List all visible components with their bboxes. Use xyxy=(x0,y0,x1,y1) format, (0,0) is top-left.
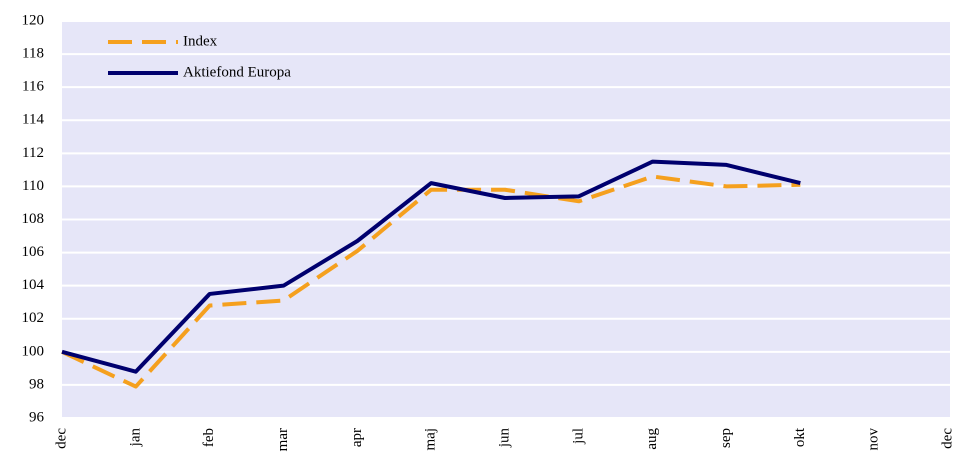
x-tick-label: jan xyxy=(127,428,143,448)
legend-label: Index xyxy=(183,33,218,49)
x-tick-label: jul xyxy=(570,428,586,445)
x-tick-label: dec xyxy=(53,428,69,449)
x-tick-label: mar xyxy=(275,428,291,451)
y-tick-label: 110 xyxy=(22,178,44,194)
x-tick-label: sep xyxy=(718,428,734,448)
x-tick-label: feb xyxy=(201,428,217,447)
x-tick-label: apr xyxy=(349,428,365,447)
legend-label: Aktiefond Europa xyxy=(183,64,291,80)
y-tick-label: 112 xyxy=(22,145,44,161)
y-tick-label: 116 xyxy=(22,79,44,95)
y-tick-label: 104 xyxy=(22,277,45,293)
series-line xyxy=(61,159,801,374)
x-tick-label: okt xyxy=(792,427,808,447)
y-tick-label: 120 xyxy=(22,12,45,28)
x-tick-label: dec xyxy=(939,428,955,449)
y-tick-label: 114 xyxy=(22,112,44,128)
y-tick-label: 118 xyxy=(22,46,44,62)
y-tick-label: 98 xyxy=(29,376,44,392)
y-tick-label: 102 xyxy=(22,310,45,326)
y-tick-label: 96 xyxy=(29,409,45,425)
x-tick-label: nov xyxy=(866,428,882,451)
y-tick-label: 108 xyxy=(22,211,45,227)
x-tick-label: maj xyxy=(423,428,439,451)
series-line xyxy=(61,174,801,389)
x-tick-label: aug xyxy=(644,428,660,450)
x-tick-label: jun xyxy=(496,428,512,449)
y-tick-label: 106 xyxy=(22,244,45,260)
y-tick-label: 100 xyxy=(22,343,45,359)
